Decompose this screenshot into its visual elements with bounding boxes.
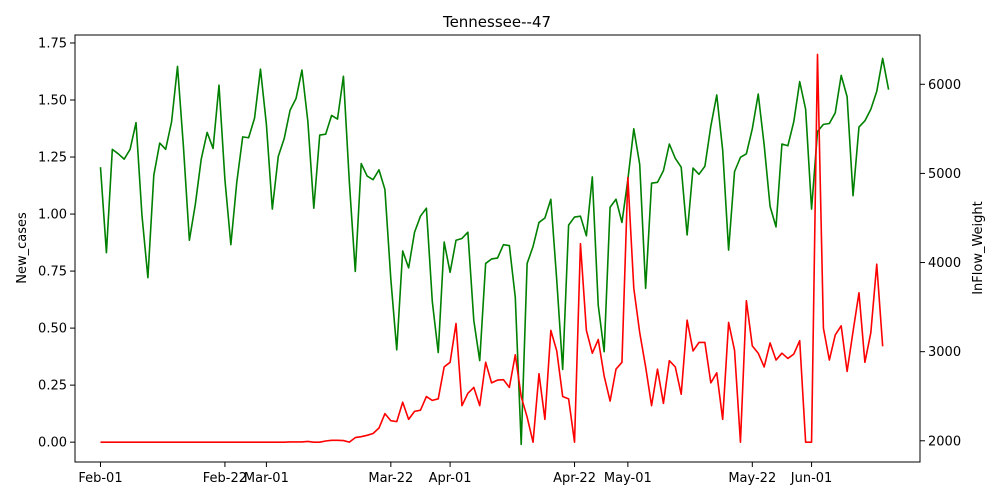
y-left-tick-label: 0.00 (38, 436, 67, 451)
y-left-tick-label: 1.50 (38, 94, 67, 109)
inflow-weight-line (99, 57, 890, 446)
plot-area (74, 34, 921, 463)
y-right-tick-label: 6000 (928, 78, 961, 93)
y-left-tick-label: 0.25 (38, 379, 67, 394)
y-axis-right-label: InFlow_Weight (971, 201, 986, 295)
chart-title: Tennessee--47 (442, 13, 551, 31)
y-right-tick-label: 3000 (928, 345, 961, 360)
y-left-tick-label: 1.00 (38, 208, 67, 223)
x-tick-label: May-01 (604, 471, 652, 486)
x-tick-label: Feb-22 (203, 471, 247, 486)
x-tick-label: Apr-01 (429, 471, 472, 486)
x-tick-label: Jun-01 (790, 471, 833, 486)
series-layer (99, 53, 890, 446)
y-left-tick-label: 0.75 (38, 265, 67, 280)
y-left-tick-label: 0.50 (38, 322, 67, 337)
y-right-tick-label: 4000 (928, 256, 961, 271)
x-tick-label: May-22 (728, 471, 776, 486)
x-tick-label: Mar-01 (244, 471, 289, 486)
x-tick-label: Feb-01 (78, 471, 122, 486)
x-tick-label: Apr-22 (553, 471, 596, 486)
y-left-tick-label: 1.75 (38, 36, 67, 51)
y-axis-left-label: New_cases (15, 212, 30, 284)
new-cases-line (100, 53, 884, 443)
y-right-tick-label: 2000 (928, 434, 961, 449)
y-right-tick-label: 5000 (928, 167, 961, 182)
y-left-tick-label: 1.25 (38, 151, 67, 166)
x-tick-label: Mar-22 (368, 471, 413, 486)
